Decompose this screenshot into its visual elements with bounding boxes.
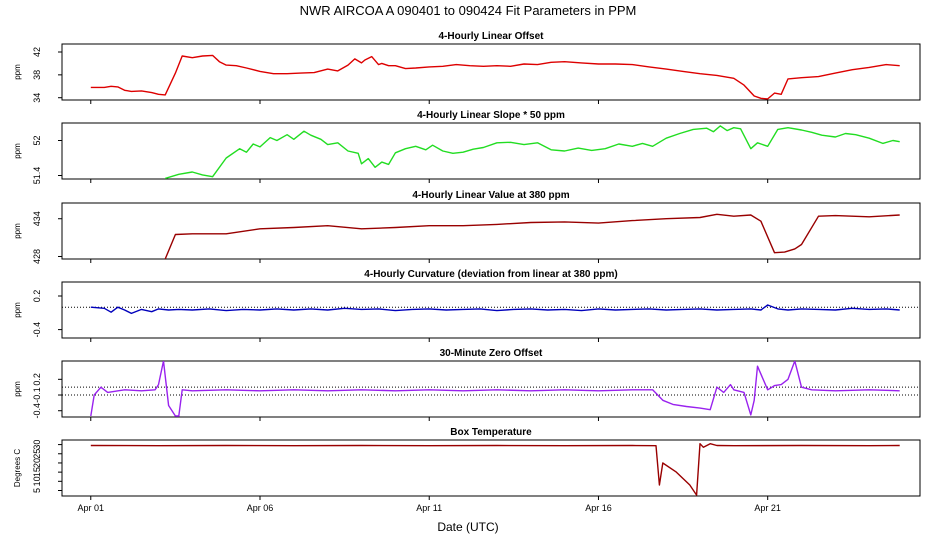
panel-frame: [61, 122, 921, 180]
panel-title: 30-Minute Zero Offset: [440, 348, 543, 359]
panel-frame: [61, 360, 921, 418]
panel-3: 4-Hourly Linear Value at 380 ppm 428 434 pp…: [13, 190, 921, 264]
y-axis-label: ppm: [13, 143, 22, 159]
y-tick-label: 0.2: [32, 373, 42, 386]
panel-2: 4-Hourly Linear Slope * 50 ppm 51.4 52 ppm: [13, 110, 921, 185]
panels: 4-Hourly Linear Offset343842ppm4-Hourly …: [13, 31, 921, 500]
y-tick-label: 15: [32, 467, 42, 477]
series-line: [164, 213, 900, 259]
y-tick-label: 10: [32, 476, 42, 486]
y-tick-label: 34: [32, 93, 42, 103]
y-tick-label: -0.1: [32, 387, 42, 403]
y-axis-label: ppm: [13, 64, 22, 80]
panel-title: 4-Hourly Linear Slope * 50 ppm: [417, 110, 565, 121]
panel-frame: [61, 439, 921, 497]
panel-1: 4-Hourly Linear Offset 34 38 42 ppm: [13, 31, 921, 104]
y-tick-label: 428: [32, 249, 42, 264]
x-tick-label: Apr 16: [585, 503, 612, 513]
y-tick-label: 5: [32, 488, 42, 493]
series-line: [90, 361, 900, 417]
x-axis-label: Date (UTC): [437, 520, 498, 534]
panel-frame: [61, 281, 921, 339]
panel-frame: [61, 202, 921, 260]
panel-frame: [61, 43, 921, 101]
figure-title: NWR AIRCOA A 090401 to 090424 Fit Parame…: [300, 3, 637, 18]
y-tick-label: 52: [32, 135, 42, 145]
series-line: [90, 443, 900, 496]
y-tick-label: 51.4: [32, 167, 42, 185]
series-line: [90, 304, 900, 315]
y-axis-label: ppm: [13, 302, 22, 318]
y-axis-label: ppm: [13, 381, 22, 397]
series-line: [164, 125, 900, 179]
y-tick-label: 30: [32, 440, 42, 450]
panel-5: 30-Minute Zero Offset -0.4-0.10.2 ppm: [13, 348, 921, 421]
panel-title: Box Temperature: [450, 427, 532, 438]
x-tick-label: Apr 21: [754, 503, 781, 513]
panel-title: 4-Hourly Linear Offset: [438, 31, 544, 42]
y-tick-label: 42: [32, 47, 42, 57]
x-tick-label: Apr 01: [78, 503, 105, 513]
y-tick-label: -0.4: [32, 403, 42, 419]
y-tick-label: 0.2: [32, 290, 42, 303]
panel-title: 4-Hourly Linear Value at 380 ppm: [412, 190, 569, 201]
y-tick-label: 434: [32, 211, 42, 226]
x-tick-label: Apr 11: [416, 503, 442, 513]
panel-4: 4-Hourly Curvature (deviation from linea…: [13, 269, 921, 342]
x-axis: Apr 01 Apr 06 Apr 11 Apr 16 Apr 21: [78, 503, 781, 513]
panel-title: 4-Hourly Curvature (deviation from linea…: [364, 269, 617, 280]
y-axis-label: Degrees C: [13, 449, 22, 487]
y-tick-label: 38: [32, 70, 42, 80]
series-line: [90, 54, 900, 100]
y-tick-label: -0.4: [32, 322, 42, 338]
y-axis-label: ppm: [13, 223, 22, 239]
x-tick-label: Apr 06: [247, 503, 274, 513]
y-tick-label: 25: [32, 449, 42, 459]
y-tick-label: 20: [32, 458, 42, 468]
